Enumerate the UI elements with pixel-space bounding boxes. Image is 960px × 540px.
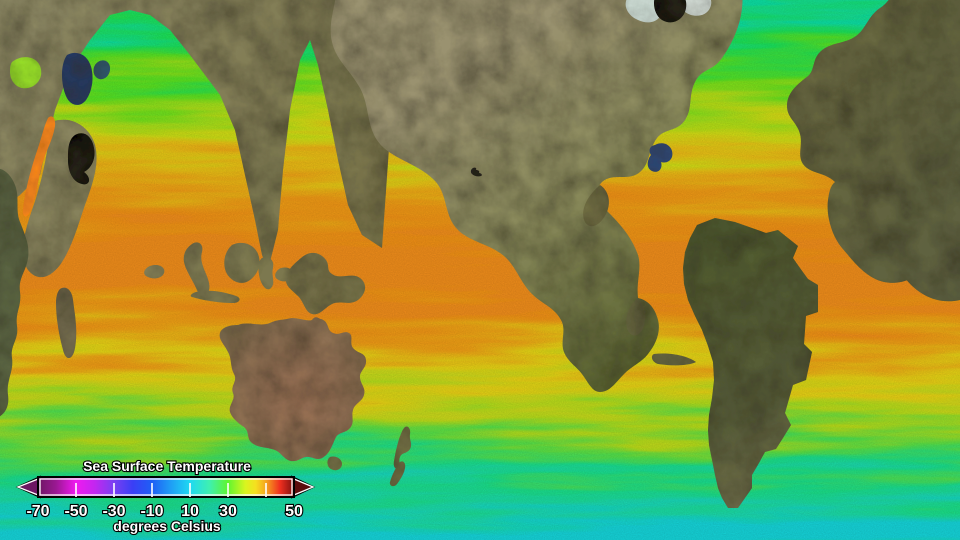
svg-text:-70: -70 xyxy=(26,503,49,520)
svg-text:Sea Surface Temperature: Sea Surface Temperature xyxy=(83,458,251,474)
svg-text:50: 50 xyxy=(285,503,303,520)
svg-text:degrees Celsius: degrees Celsius xyxy=(113,518,221,534)
svg-text:30: 30 xyxy=(219,503,237,520)
svg-text:-50: -50 xyxy=(64,503,87,520)
